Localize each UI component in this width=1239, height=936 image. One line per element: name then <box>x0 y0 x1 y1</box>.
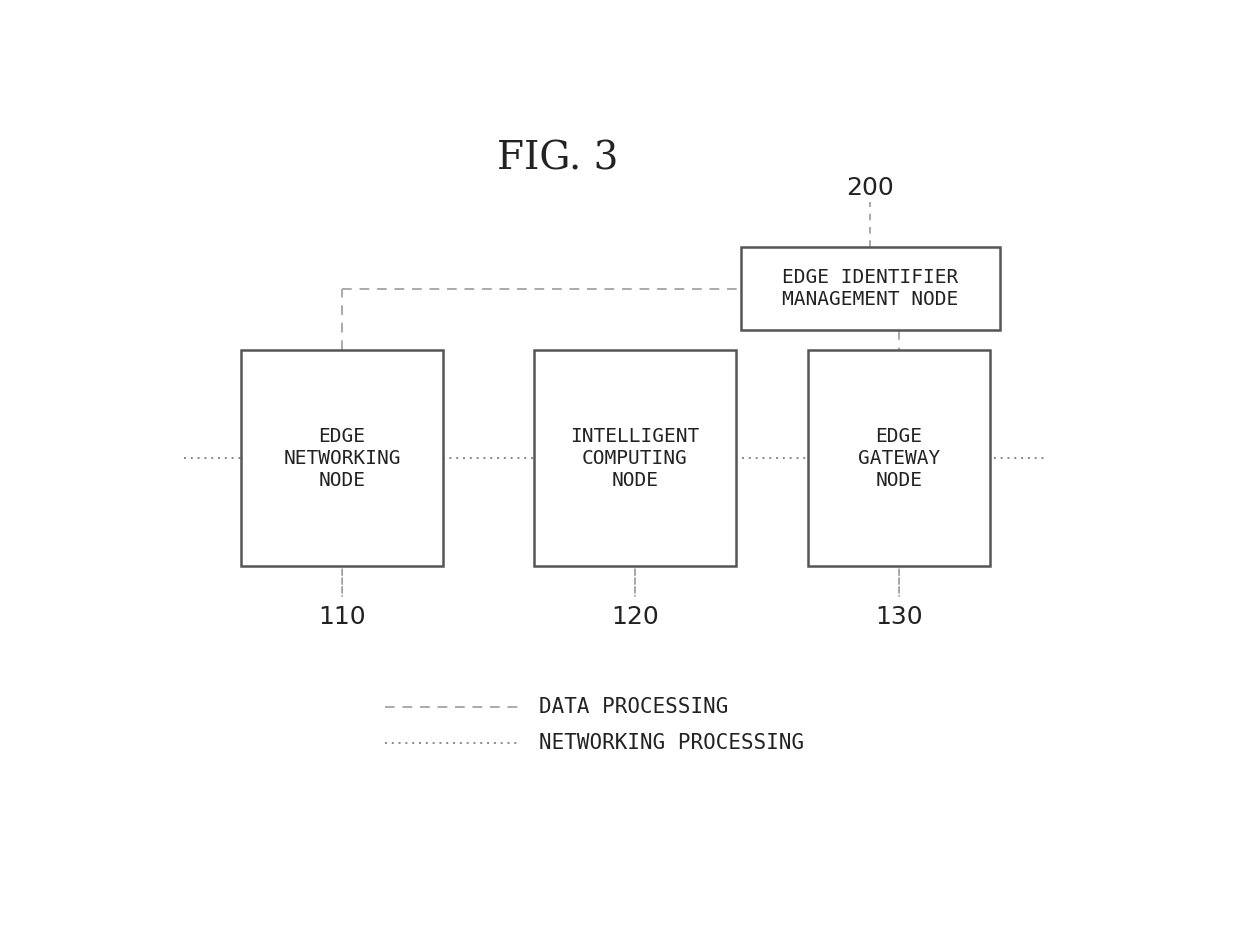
Text: 130: 130 <box>875 605 923 629</box>
FancyBboxPatch shape <box>534 350 736 566</box>
Text: 120: 120 <box>611 605 659 629</box>
Text: INTELLIGENT
COMPUTING
NODE: INTELLIGENT COMPUTING NODE <box>570 427 700 490</box>
Text: NETWORKING PROCESSING: NETWORKING PROCESSING <box>539 733 804 753</box>
Text: 200: 200 <box>846 176 895 200</box>
Text: EDGE
GATEWAY
NODE: EDGE GATEWAY NODE <box>857 427 940 490</box>
Text: EDGE
NETWORKING
NODE: EDGE NETWORKING NODE <box>284 427 401 490</box>
FancyBboxPatch shape <box>741 247 1000 330</box>
Text: FIG. 3: FIG. 3 <box>498 140 618 178</box>
Text: DATA PROCESSING: DATA PROCESSING <box>539 697 729 717</box>
Text: EDGE IDENTIFIER
MANAGEMENT NODE: EDGE IDENTIFIER MANAGEMENT NODE <box>782 269 959 310</box>
Text: 110: 110 <box>318 605 366 629</box>
FancyBboxPatch shape <box>242 350 444 566</box>
FancyBboxPatch shape <box>808 350 990 566</box>
